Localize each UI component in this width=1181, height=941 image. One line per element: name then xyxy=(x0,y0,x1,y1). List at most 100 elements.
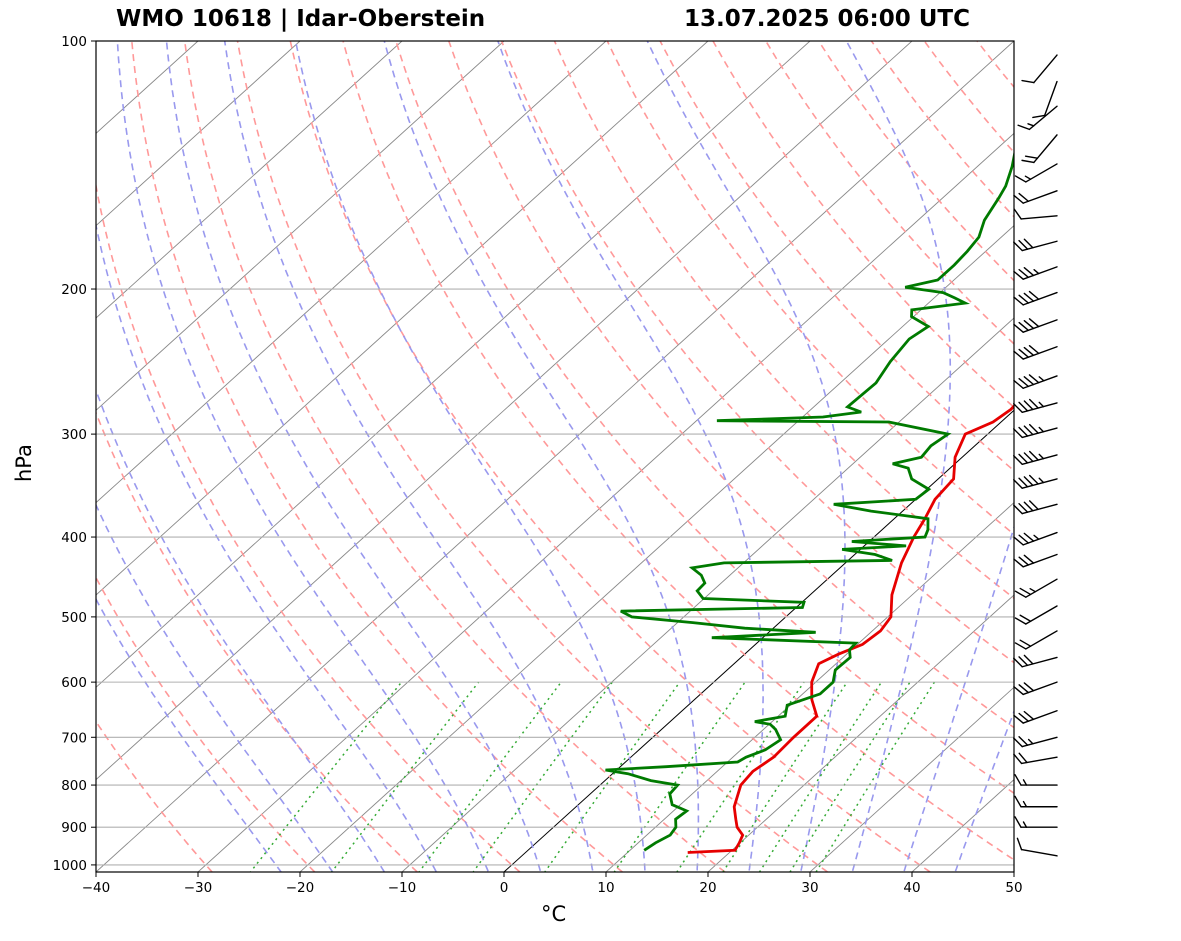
moist-adiabat-line xyxy=(116,41,490,872)
wind-barb-staff xyxy=(1033,54,1058,84)
y-tick-label: 1000 xyxy=(53,858,87,874)
dry-adiabat-line xyxy=(289,41,931,872)
profile-lines xyxy=(605,149,1014,854)
wind-barb-feather xyxy=(1018,321,1030,331)
wind-barb-feather xyxy=(1023,710,1035,721)
y-tick-label: 300 xyxy=(61,427,87,443)
moist-adiabat-line xyxy=(294,41,646,872)
wind-barb-feather xyxy=(1028,423,1039,434)
wind-barb xyxy=(1014,163,1058,183)
wind-barb xyxy=(1013,190,1058,204)
wind-barb-half-feather xyxy=(1038,453,1045,460)
wind-barb xyxy=(1021,54,1058,84)
y-tick-label: 900 xyxy=(61,820,87,836)
wind-barb-feather xyxy=(1016,837,1023,851)
wind-barb xyxy=(1014,605,1058,625)
isotherm-line xyxy=(401,317,1014,872)
wind-barb-feather xyxy=(1023,346,1035,356)
isotherm-line xyxy=(96,41,505,411)
wind-barb-half-feather xyxy=(1027,123,1035,127)
dry-adiabat-line xyxy=(131,41,623,872)
x-tick-label: 20 xyxy=(699,880,716,896)
dry-adiabat-line xyxy=(183,41,726,872)
mixing-ratio-line xyxy=(815,681,936,872)
wind-barb xyxy=(1014,630,1058,650)
wind-barb-feather xyxy=(1018,477,1029,488)
wind-barb-feather xyxy=(1023,654,1034,665)
x-tick-label: 10 xyxy=(597,880,614,896)
x-tick-label: −30 xyxy=(184,880,213,896)
wind-barb xyxy=(1013,474,1058,489)
wind-barb-half-feather xyxy=(1038,376,1045,382)
x-tick-label: −20 xyxy=(286,880,315,896)
dry-adiabat-line xyxy=(606,41,1014,536)
wind-barb xyxy=(1014,795,1058,808)
wind-barb-feather xyxy=(1028,474,1039,485)
wind-barb xyxy=(1032,80,1058,119)
wind-barb-feather xyxy=(1023,476,1034,487)
wind-barb-feather xyxy=(1013,504,1023,515)
x-tick-label: 30 xyxy=(801,880,818,896)
y-tick-label: 600 xyxy=(61,675,87,691)
moist-adiabat-line xyxy=(223,41,594,872)
moist-adiabat-line xyxy=(954,709,1014,872)
wind-barb-feather xyxy=(1018,656,1029,667)
wind-barb-staff xyxy=(1043,80,1058,117)
wind-barb xyxy=(1013,735,1058,748)
wind-barb-staff xyxy=(1020,215,1058,220)
wind-barb xyxy=(1013,290,1058,306)
moist-adiabat-line xyxy=(96,221,438,872)
wind-barb-feather xyxy=(1013,379,1024,389)
chart-title-station: WMO 10618 | Idar-Oberstein xyxy=(116,6,486,32)
dry-adiabat-line xyxy=(1136,41,1181,872)
moist-adiabat-line xyxy=(497,41,764,872)
mixing-ratio-line xyxy=(722,681,848,872)
wind-barb-feather xyxy=(1023,400,1034,411)
x-tick-label: 40 xyxy=(903,880,920,896)
y-axis-ticks: 100 200 300 400 500 600 700 800 900 1000 xyxy=(53,34,96,874)
background-lines xyxy=(96,41,1181,872)
wind-barb-feather xyxy=(1013,479,1023,489)
wind-barb xyxy=(1013,654,1058,668)
wind-barb xyxy=(1013,344,1058,360)
wind-barb xyxy=(1014,773,1058,786)
dry-adiabat-line xyxy=(448,41,1014,729)
wind-barb-feather xyxy=(1028,398,1039,409)
wind-barb-feather xyxy=(1018,348,1030,358)
wind-barb-feather xyxy=(1013,323,1024,333)
wind-barb xyxy=(1013,531,1058,546)
wind-barb-feather xyxy=(1013,737,1023,748)
y-tick-label: 800 xyxy=(61,778,87,794)
wind-barb-feather xyxy=(1018,268,1030,279)
isotherm-line xyxy=(197,132,1014,872)
wind-barb-feather xyxy=(1023,501,1034,512)
dry-adiabat-line xyxy=(236,41,828,872)
wind-barb xyxy=(1013,500,1058,515)
wind-barb-feather xyxy=(1023,452,1034,463)
wind-barb-feather xyxy=(1014,773,1022,786)
wind-barb-feather xyxy=(1013,194,1024,204)
wind-barb-feather xyxy=(1028,290,1040,300)
moist-adiabat-line xyxy=(845,41,952,872)
mixing-ratio-line xyxy=(543,681,681,872)
wind-barb-feather xyxy=(1028,318,1040,328)
wind-barb-feather xyxy=(1021,159,1035,164)
mixing-ratio-line xyxy=(758,681,883,872)
wind-barb xyxy=(1013,318,1058,333)
wind-barb xyxy=(1014,578,1058,598)
wind-barb-half-feather xyxy=(1038,426,1045,433)
wind-barb-feather xyxy=(1014,175,1027,183)
wind-barb xyxy=(1014,816,1058,828)
wind-barb xyxy=(1013,681,1058,696)
x-tick-label: −40 xyxy=(82,880,111,896)
wind-barb xyxy=(1013,398,1058,413)
wind-barb-feather xyxy=(1018,684,1030,694)
wind-barb-half-feather xyxy=(1038,401,1045,408)
wind-barb-feather xyxy=(1023,532,1035,542)
wind-barb-feather xyxy=(1018,534,1030,544)
y-tick-label: 200 xyxy=(61,282,87,298)
wind-barb-feather xyxy=(1014,816,1022,828)
wind-barb-feather xyxy=(1018,192,1030,202)
wind-barb xyxy=(1013,374,1058,389)
